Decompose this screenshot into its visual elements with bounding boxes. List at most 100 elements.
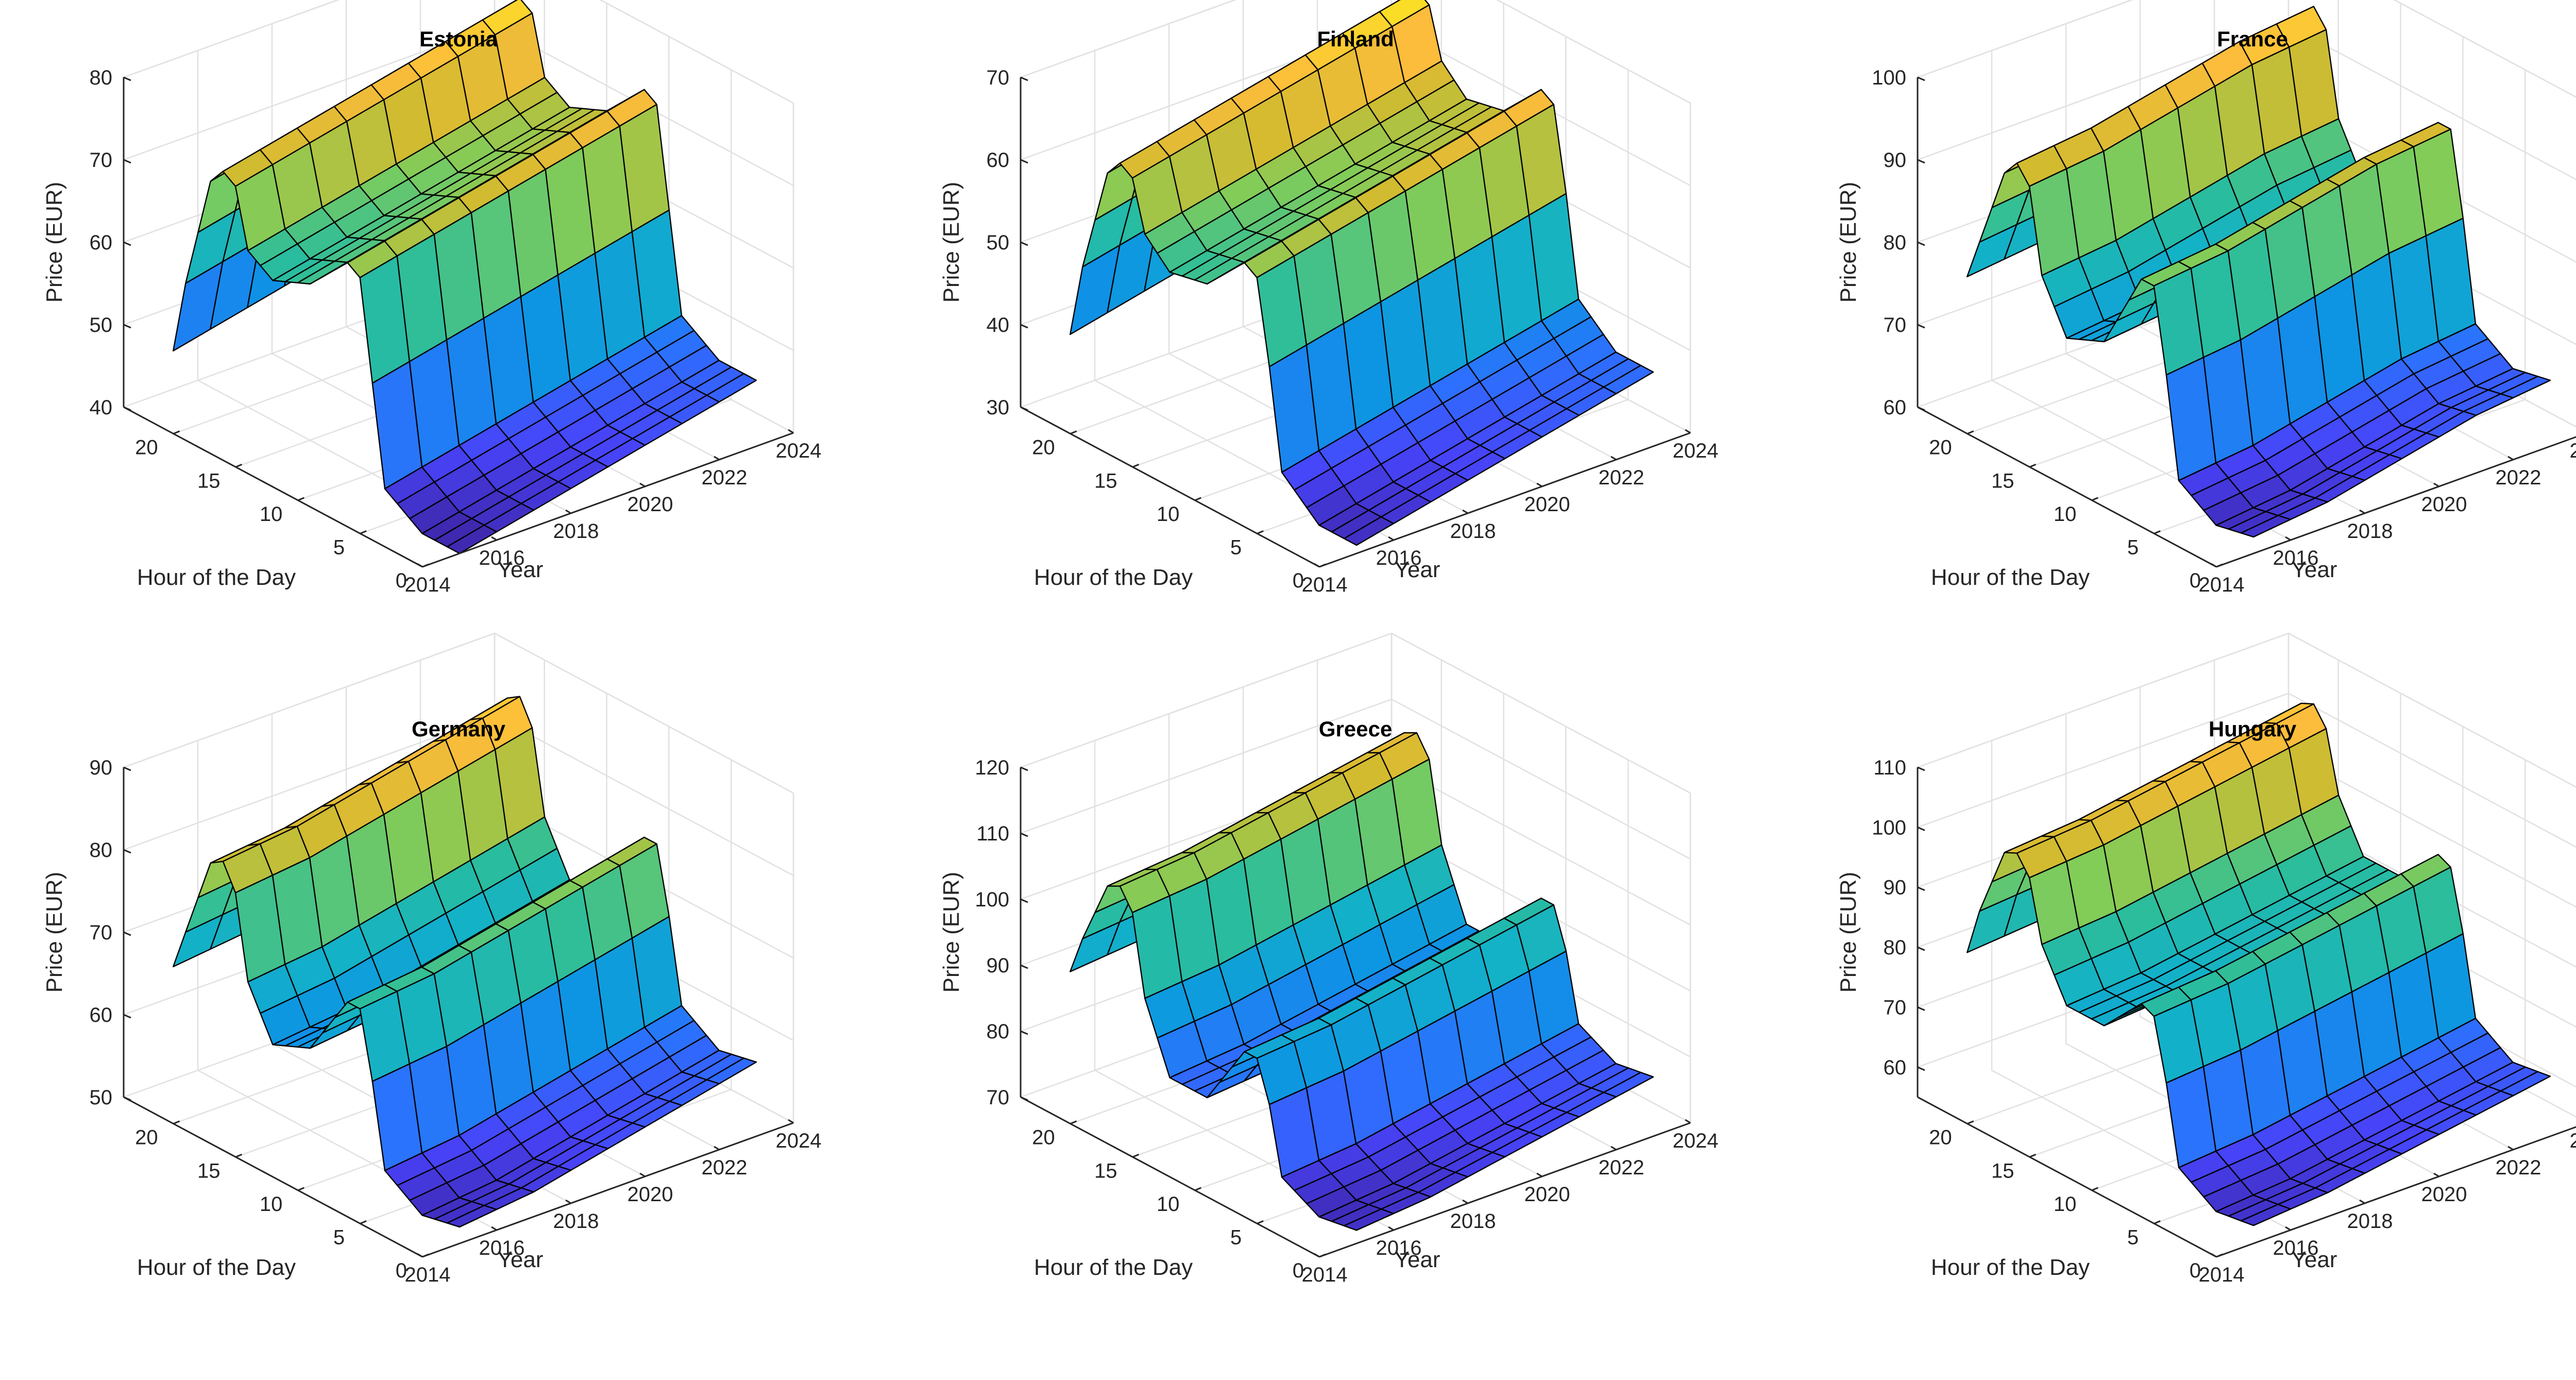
x-tick-label: 2024 — [1673, 1130, 1719, 1152]
surface — [173, 696, 757, 1228]
z-tick-label: 40 — [987, 314, 1010, 336]
box-edge — [494, 632, 794, 794]
y-tick-mark — [1070, 430, 1077, 435]
y-tick-mark — [173, 430, 180, 435]
surface-patch — [1343, 516, 1395, 546]
y-tick-label: 0 — [1293, 1259, 1304, 1282]
x-tick-label: 2024 — [2570, 440, 2576, 462]
y-tick-label: 5 — [1230, 536, 1242, 559]
y-tick-label: 15 — [1094, 469, 1117, 492]
z-tick-label: 120 — [975, 756, 1009, 779]
y-tick-label: 20 — [1929, 436, 1952, 459]
z-tick-label: 70 — [987, 1086, 1010, 1109]
y-tick-label: 10 — [260, 1193, 283, 1216]
z-tick-mark — [1917, 159, 1925, 164]
x-tick-label: 2016 — [1376, 1237, 1422, 1259]
surface — [1967, 6, 2551, 538]
z-tick-label: 100 — [1872, 816, 1906, 839]
axes: 30 40 50 60 70 2014 2016 2018 2020 2022 2024 0 5 10 15… — [987, 66, 1719, 596]
panel-title: Finland — [1317, 27, 1394, 51]
z-tick-label: 50 — [987, 231, 1010, 254]
z-tick-mark — [123, 931, 131, 936]
panel-title: France — [2217, 27, 2288, 51]
y-tick-label: 15 — [197, 1159, 221, 1182]
x-tick-label: 2024 — [2570, 1130, 2576, 1152]
z-tick-mark — [1020, 898, 1028, 903]
z-tick-label: 70 — [987, 66, 1010, 89]
box-edge — [599, 0, 794, 104]
surface — [1070, 732, 1654, 1231]
y-tick-mark — [1257, 1220, 1264, 1224]
z-tick-label: 60 — [90, 231, 113, 254]
panel-title: Estonia — [419, 27, 498, 51]
y-tick-mark — [422, 1253, 429, 1258]
z-tick-mark — [1917, 324, 1925, 329]
z-axis-label: Price (EUR) — [939, 872, 964, 993]
surface-patch — [2240, 515, 2292, 538]
z-tick-mark — [1020, 1096, 1028, 1101]
x-tick-label: 2024 — [776, 440, 822, 462]
x-tick-mark — [788, 1119, 794, 1124]
y-tick-label: 10 — [1157, 503, 1180, 526]
y-tick-mark — [2216, 563, 2223, 568]
x-tick-mark — [1314, 1253, 1320, 1258]
y-tick-mark — [2029, 463, 2037, 468]
x-tick-mark — [1685, 429, 1691, 434]
y-tick-label: 10 — [2054, 503, 2077, 526]
x-axis-label: Year — [1395, 1247, 1440, 1272]
y-tick-mark — [1967, 1120, 1974, 1125]
x-tick-mark — [1536, 482, 1543, 487]
x-axis-line — [422, 1122, 794, 1258]
surface — [173, 0, 757, 554]
box-edge — [1917, 632, 2289, 768]
axes: 60 70 80 90 100 110 2014 2016 2018 2020 2022 2024 0 5… — [1872, 756, 2576, 1286]
y-axis-label: Hour of the Day — [1034, 1255, 1193, 1280]
x-tick-label: 2014 — [1302, 1264, 1348, 1286]
surface-patch — [446, 524, 498, 554]
y-tick-label: 20 — [135, 1126, 158, 1149]
z-tick-label: 50 — [90, 1086, 113, 1109]
z-tick-label: 90 — [987, 954, 1010, 977]
y-tick-label: 5 — [2127, 536, 2139, 559]
y-axis-label: Hour of the Day — [1931, 565, 2090, 590]
x-tick-mark — [714, 456, 720, 461]
y-tick-label: 0 — [1293, 569, 1304, 592]
z-axis-label: Price (EUR) — [939, 182, 964, 303]
x-tick-label: 2016 — [1376, 547, 1422, 569]
x-tick-mark — [2211, 1253, 2217, 1258]
z-axis-label: Price (EUR) — [1836, 182, 1861, 303]
y-tick-mark — [1070, 1120, 1077, 1125]
z-tick-mark — [123, 324, 131, 329]
y-tick-label: 15 — [197, 469, 221, 492]
y-tick-label: 10 — [1157, 1193, 1180, 1216]
z-tick-label: 80 — [1884, 231, 1907, 254]
panel-germany: 50 60 70 80 90 2014 2016 2018 2020 2022 2024 0 5 10 15… — [42, 632, 821, 1286]
z-tick-label: 80 — [90, 66, 113, 89]
z-tick-mark — [1917, 826, 1925, 831]
panel-estonia: 40 50 60 70 80 2014 2016 2018 2020 2022 2024 0 5 10 15… — [42, 0, 821, 596]
y-tick-label: 5 — [2127, 1226, 2139, 1249]
x-tick-mark — [714, 1146, 720, 1151]
z-tick-label: 100 — [1872, 66, 1906, 89]
x-tick-label: 2014 — [405, 1264, 451, 1286]
z-tick-mark — [1917, 406, 1925, 411]
x-tick-label: 2018 — [2347, 520, 2393, 543]
x-tick-mark — [1462, 509, 1468, 514]
y-tick-mark — [235, 1153, 243, 1158]
panel-greece: 70 80 90 100 110 120 2014 2016 2018 2020 2022 2024 0… — [939, 632, 1719, 1286]
y-tick-label: 15 — [1094, 1159, 1117, 1182]
panel-france: 60 70 80 90 100 2014 2016 2018 2020 2022 2024 0 5 10 1… — [1836, 0, 2576, 596]
x-tick-label: 2020 — [1524, 1183, 1570, 1206]
x-tick-label: 2022 — [1599, 466, 1645, 489]
z-tick-label: 80 — [1884, 936, 1907, 959]
box-edge — [1391, 632, 1691, 794]
panel-title: Germany — [412, 717, 506, 741]
z-tick-mark — [123, 406, 131, 411]
axes: 40 50 60 70 80 2014 2016 2018 2020 2022 2024 0 5 10 15… — [90, 66, 822, 596]
y-tick-mark — [297, 1187, 304, 1191]
z-tick-label: 90 — [1884, 149, 1907, 172]
z-tick-label: 80 — [987, 1020, 1010, 1043]
y-axis-label: Hour of the Day — [1931, 1255, 2090, 1280]
x-tick-label: 2020 — [2421, 1183, 2467, 1206]
z-tick-mark — [1020, 406, 1028, 411]
